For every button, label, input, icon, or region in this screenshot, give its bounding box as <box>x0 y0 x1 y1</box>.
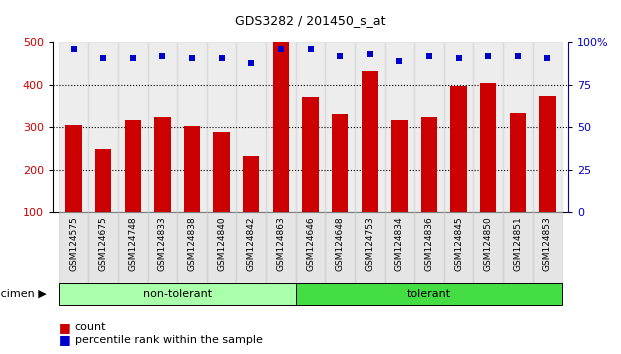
Bar <box>325 42 355 212</box>
Text: count: count <box>75 322 106 332</box>
Bar <box>473 42 503 212</box>
Bar <box>325 212 355 285</box>
Point <box>424 53 434 59</box>
Bar <box>177 212 207 285</box>
Bar <box>444 212 473 285</box>
Bar <box>391 120 407 212</box>
Bar <box>266 212 296 285</box>
Bar <box>355 212 384 285</box>
Bar <box>296 212 325 285</box>
Point <box>365 52 374 57</box>
Text: GSM124575: GSM124575 <box>69 216 78 271</box>
Text: GSM124853: GSM124853 <box>543 216 552 271</box>
Bar <box>355 42 384 212</box>
Text: GSM124851: GSM124851 <box>514 216 522 271</box>
Text: non-tolerant: non-tolerant <box>143 289 212 299</box>
Text: GSM124753: GSM124753 <box>365 216 374 271</box>
Point <box>187 55 197 61</box>
Point <box>306 46 315 52</box>
Bar <box>177 42 207 212</box>
Text: GSM124836: GSM124836 <box>425 216 433 271</box>
Text: tolerant: tolerant <box>407 289 451 299</box>
Bar <box>361 72 378 212</box>
Point <box>335 53 345 59</box>
Bar <box>302 97 319 212</box>
Bar <box>237 42 266 212</box>
Bar <box>237 212 266 285</box>
Bar <box>539 96 556 212</box>
Bar <box>184 126 200 212</box>
Bar <box>243 156 260 212</box>
Bar <box>421 117 437 212</box>
Point <box>128 55 138 61</box>
Text: specimen ▶: specimen ▶ <box>0 289 47 299</box>
Bar <box>473 212 503 285</box>
Bar <box>503 212 533 285</box>
Text: GSM124842: GSM124842 <box>247 216 256 270</box>
Point <box>276 46 286 52</box>
Bar <box>59 212 88 285</box>
Bar <box>88 212 118 285</box>
Text: ■: ■ <box>59 321 71 334</box>
Bar <box>207 212 237 285</box>
Text: GSM124648: GSM124648 <box>335 216 345 271</box>
Bar <box>273 30 289 212</box>
Bar <box>444 42 473 212</box>
Bar <box>414 42 444 212</box>
Point <box>68 46 78 52</box>
Bar <box>384 212 414 285</box>
Bar <box>332 114 348 212</box>
FancyBboxPatch shape <box>59 282 296 305</box>
Point <box>454 55 464 61</box>
Bar <box>533 212 562 285</box>
Bar <box>65 125 82 212</box>
Bar <box>414 212 444 285</box>
Bar <box>88 42 118 212</box>
Bar <box>95 149 111 212</box>
Text: GDS3282 / 201450_s_at: GDS3282 / 201450_s_at <box>235 14 386 27</box>
Text: ■: ■ <box>59 333 71 346</box>
Point <box>217 55 227 61</box>
Bar <box>266 42 296 212</box>
Point <box>483 53 493 59</box>
Text: GSM124845: GSM124845 <box>454 216 463 271</box>
Bar <box>510 113 526 212</box>
Text: GSM124840: GSM124840 <box>217 216 226 271</box>
Text: GSM124863: GSM124863 <box>276 216 286 271</box>
Point <box>157 53 167 59</box>
Bar <box>148 212 177 285</box>
Bar <box>148 42 177 212</box>
Text: percentile rank within the sample: percentile rank within the sample <box>75 335 263 345</box>
Text: GSM124833: GSM124833 <box>158 216 167 271</box>
Bar <box>118 42 148 212</box>
Bar <box>384 42 414 212</box>
Point <box>394 58 404 64</box>
Bar <box>207 42 237 212</box>
Point <box>513 53 523 59</box>
Bar <box>503 42 533 212</box>
Point <box>543 55 553 61</box>
Bar <box>480 83 496 212</box>
Text: GSM124675: GSM124675 <box>99 216 107 271</box>
Bar <box>118 212 148 285</box>
Bar <box>154 117 171 212</box>
Point <box>247 60 256 66</box>
FancyBboxPatch shape <box>296 282 562 305</box>
Text: GSM124748: GSM124748 <box>129 216 137 271</box>
Bar <box>125 120 141 212</box>
Text: GSM124834: GSM124834 <box>395 216 404 271</box>
Text: GSM124646: GSM124646 <box>306 216 315 271</box>
Bar <box>296 42 325 212</box>
Bar <box>533 42 562 212</box>
Point <box>98 55 108 61</box>
Bar <box>59 42 88 212</box>
Bar <box>214 132 230 212</box>
Bar <box>450 86 467 212</box>
Text: GSM124838: GSM124838 <box>188 216 196 271</box>
Text: GSM124850: GSM124850 <box>484 216 492 271</box>
